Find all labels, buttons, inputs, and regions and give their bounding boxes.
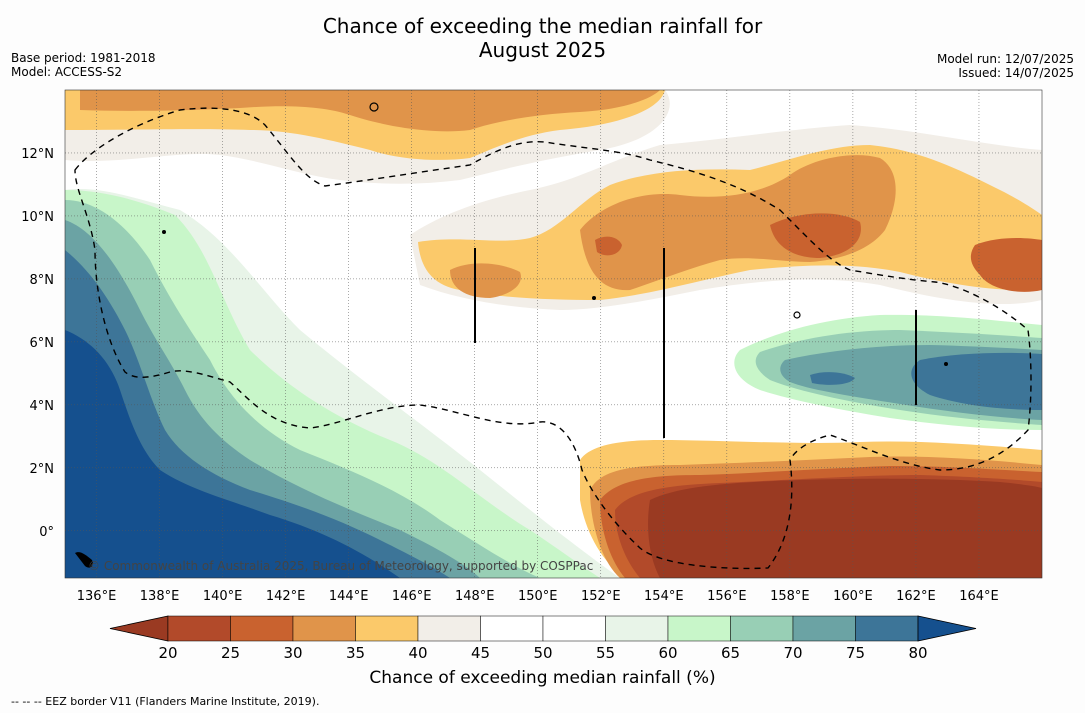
rainfall-field: [65, 90, 1042, 578]
colorbar-bin: [230, 615, 294, 642]
island-markers: [75, 102, 948, 568]
lon-tick-label: 158°E: [770, 589, 810, 604]
region-east-25-30: [970, 237, 1042, 292]
colorbar-tick-label: 80: [908, 644, 927, 662]
colorbar-tick-label: 55: [596, 644, 615, 662]
model-run-text: Model run: 12/07/2025: [936, 52, 1074, 66]
region-above-80: [65, 330, 400, 578]
region-east-75-80: [911, 352, 1042, 410]
graticule: [65, 90, 1042, 578]
title-line-1: Chance of exceeding the median rainfall …: [322, 14, 763, 38]
lon-tick-label: 148°E: [455, 589, 495, 604]
region-center-25-30: [770, 213, 861, 258]
colorbar-bin: [792, 615, 856, 642]
lat-tick-label: 10°N: [21, 210, 54, 225]
colorbar-extend-low: [109, 615, 169, 642]
lon-tick-label: 162°E: [896, 589, 936, 604]
lon-tick-label: 154°E: [644, 589, 684, 604]
region-small-25-30: [595, 236, 622, 256]
lat-tick-label: 6°N: [30, 336, 55, 351]
eez-border: [74, 107, 1032, 570]
lon-tick-label: 156°E: [707, 589, 747, 604]
island-dot: [592, 296, 596, 300]
colorbar-bin: [417, 615, 481, 642]
model-text: Model: ACCESS-S2: [11, 65, 123, 79]
lat-tick-label: 12°N: [21, 147, 54, 162]
colorbar-tick-label: 45: [471, 644, 490, 662]
colorbar-tick-label: 30: [283, 644, 302, 662]
lon-tick-label: 146°E: [392, 589, 432, 604]
lat-tick-label: 8°N: [30, 273, 55, 288]
longitude-labels: 136°E 138°E 140°E 142°E 144°E 146°E 148°E 150°E…: [77, 589, 999, 604]
base-period-text: Base period: 1981-2018: [11, 51, 156, 65]
lon-tick-label: 152°E: [581, 589, 621, 604]
eez-legend: -- -- -- EEZ border V11 (Flanders Marine…: [11, 695, 320, 708]
colorbar-bin: [605, 615, 669, 642]
colorbar-tick-label: 25: [221, 644, 240, 662]
colorbar-tick-labels: 20 25 30 35 40 45 50 55 60 65 70 75 80: [158, 644, 927, 662]
copyright-text: © Commonwealth of Australia 2025, Bureau…: [88, 559, 593, 573]
colorbar-tick-label: 40: [408, 644, 427, 662]
lon-tick-label: 140°E: [203, 589, 243, 604]
map-title: Chance of exceeding the median rainfall …: [0, 14, 1085, 62]
lat-tick-label: 4°N: [30, 399, 55, 414]
lon-tick-label: 138°E: [140, 589, 180, 604]
lon-tick-label: 144°E: [329, 589, 369, 604]
colorbar-bin: [167, 615, 231, 642]
colorbar-label: Chance of exceeding median rainfall (%): [369, 668, 716, 688]
island-dot: [944, 362, 948, 366]
island-dot: [162, 230, 166, 234]
colorbar-bin: [855, 615, 919, 642]
colorbar-tick-label: 70: [783, 644, 802, 662]
island-png: [75, 552, 93, 568]
lon-tick-label: 136°E: [77, 589, 117, 604]
colorbar-bin: [667, 615, 731, 642]
run-info: Model run: 12/07/2025 Issued: 14/07/2025: [937, 52, 1074, 80]
model-info: Base period: 1981-2018 Model: ACCESS-S2: [11, 51, 156, 79]
lon-tick-label: 150°E: [518, 589, 558, 604]
island-outline: [793, 311, 801, 319]
colorbar-bin: [730, 615, 794, 642]
region-north-30-35: [80, 90, 660, 132]
lat-tick-label: 2°N: [30, 462, 55, 477]
colorbar-tick-label: 60: [658, 644, 677, 662]
island-outline: [369, 102, 379, 112]
issued-text: Issued: 14/07/2025: [958, 66, 1074, 80]
colorbar-bin: [542, 615, 606, 642]
region-se-below-20: [648, 478, 1042, 578]
colorbar-tick-label: 20: [158, 644, 177, 662]
region-small-75-80: [810, 372, 855, 385]
plot-frame: [64, 89, 1043, 579]
region-center-west-30-35: [450, 263, 521, 298]
colorbar-tick-label: 75: [846, 644, 865, 662]
lon-tick-label: 142°E: [266, 589, 306, 604]
latitude-labels: 12°N 10°N 8°N 6°N 4°N 2°N 0°: [21, 147, 54, 540]
title-line-2: August 2025: [478, 38, 607, 62]
lat-tick-label: 0°: [39, 525, 54, 540]
colorbar-bin: [480, 615, 544, 642]
colorbar-bin: [355, 615, 419, 642]
colorbar-tick-label: 65: [721, 644, 740, 662]
lon-tick-label: 160°E: [833, 589, 873, 604]
colorbar-tick-label: 35: [346, 644, 365, 662]
lon-tick-label: 164°E: [959, 589, 999, 604]
colorbar-extend-high: [917, 615, 977, 642]
colorbar-bin: [292, 615, 356, 642]
colorbar: [109, 615, 977, 642]
colorbar-tick-label: 50: [533, 644, 552, 662]
